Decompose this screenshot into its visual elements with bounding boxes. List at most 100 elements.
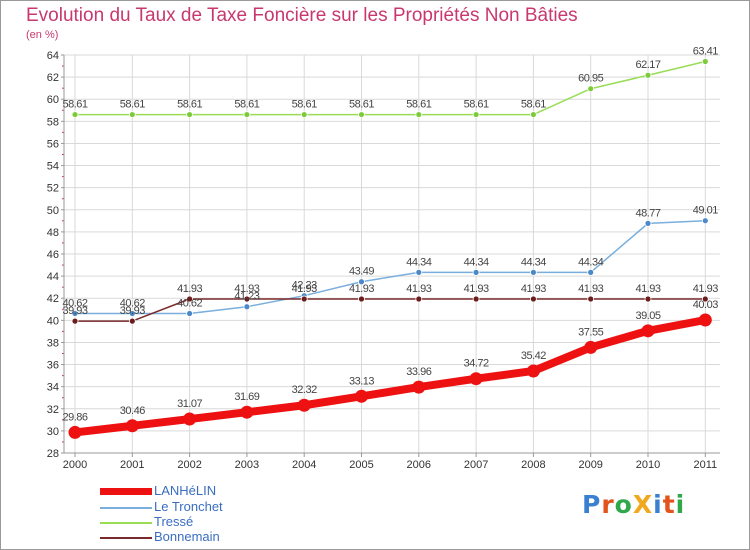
point-tress- bbox=[128, 111, 136, 118]
data-label-bonnemain: 41.93 bbox=[521, 283, 546, 295]
y-tick-label: 54 bbox=[47, 161, 59, 173]
point-bonnemain bbox=[358, 295, 365, 303]
point-tress- bbox=[415, 111, 423, 118]
point-tress- bbox=[472, 111, 480, 118]
y-tick-label: 28 bbox=[47, 448, 59, 460]
y-tick-label: 44 bbox=[47, 271, 59, 283]
point-lanh-lin bbox=[412, 380, 426, 394]
logo-letter: i bbox=[653, 490, 663, 519]
data-label-tress-: 58.61 bbox=[177, 99, 202, 111]
logo-letter: t bbox=[662, 490, 676, 519]
y-tick-label: 52 bbox=[47, 183, 59, 195]
legend-label-le-tronchet: Le Tronchet bbox=[154, 499, 223, 514]
point-bonnemain bbox=[300, 295, 308, 303]
point-tress- bbox=[71, 111, 79, 118]
data-label-lanh-lin: 35.42 bbox=[521, 350, 546, 362]
point-lanh-lin bbox=[641, 324, 655, 338]
y-tick-label: 64 bbox=[47, 50, 59, 62]
point-lanh-lin bbox=[125, 419, 139, 433]
logo-letter: i bbox=[675, 490, 686, 519]
legend-label-lanhelin: LANHéLIN bbox=[154, 483, 217, 498]
x-tick-label: 2000 bbox=[63, 459, 87, 471]
legend-label-tresse: Tressé bbox=[154, 514, 194, 529]
point-le-tronchet bbox=[587, 268, 595, 276]
point-le-tronchet bbox=[530, 268, 537, 276]
data-label-lanh-lin: 40.03 bbox=[693, 299, 718, 311]
data-label-lanh-lin: 34.72 bbox=[464, 358, 489, 370]
data-label-lanh-lin: 31.07 bbox=[177, 398, 202, 410]
point-lanh-lin bbox=[68, 425, 82, 439]
data-label-le-tronchet: 44.34 bbox=[578, 256, 603, 268]
x-tick-label: 2004 bbox=[292, 459, 316, 471]
data-label-bonnemain: 41.93 bbox=[578, 283, 603, 295]
logo-letter: o bbox=[614, 490, 633, 519]
legend-label-bonnemain: Bonnemain bbox=[154, 529, 220, 544]
x-tick-label: 2005 bbox=[349, 459, 373, 471]
x-tick-label: 2009 bbox=[578, 459, 602, 471]
point-le-tronchet bbox=[71, 310, 79, 317]
series-points bbox=[68, 58, 712, 439]
x-tick-label: 2001 bbox=[120, 459, 144, 471]
data-label-le-tronchet: 41.23 bbox=[234, 291, 259, 303]
y-tick-label: 46 bbox=[47, 249, 59, 261]
data-label-lanh-lin: 37.55 bbox=[578, 326, 603, 338]
data-label-bonnemain: 41.93 bbox=[234, 283, 259, 295]
data-label-tress-: 63.41 bbox=[693, 46, 718, 58]
point-lanh-lin bbox=[469, 372, 483, 386]
data-label-lanh-lin: 39.05 bbox=[635, 310, 660, 322]
point-lanh-lin bbox=[240, 405, 254, 419]
point-bonnemain bbox=[128, 317, 136, 325]
point-lanh-lin bbox=[297, 398, 311, 412]
data-label-bonnemain: 41.93 bbox=[693, 283, 718, 295]
point-tress- bbox=[701, 58, 709, 65]
y-tick-label: 56 bbox=[47, 138, 59, 150]
unit-label: (en %) bbox=[26, 29, 59, 41]
data-label-bonnemain: 41.93 bbox=[292, 283, 317, 295]
point-le-tronchet bbox=[243, 303, 251, 311]
point-le-tronchet bbox=[472, 268, 480, 276]
chart-title: Evolution du Taux de Taxe Foncière sur l… bbox=[26, 5, 578, 26]
data-label-tress-: 58.61 bbox=[62, 99, 87, 111]
data-label-bonnemain: 39.93 bbox=[120, 305, 145, 317]
legend-swatch-lanhelin bbox=[100, 488, 152, 495]
y-tick-label: 30 bbox=[47, 426, 59, 438]
x-tick-label: 2002 bbox=[177, 459, 201, 471]
data-label-tress-: 58.61 bbox=[521, 99, 546, 111]
x-tick-label: 2007 bbox=[464, 459, 488, 471]
point-tress- bbox=[644, 71, 652, 79]
data-label-tress-: 58.61 bbox=[464, 99, 489, 111]
y-tick-label: 36 bbox=[47, 360, 59, 372]
data-label-bonnemain: 41.93 bbox=[349, 283, 374, 295]
data-label-le-tronchet: 44.34 bbox=[521, 256, 546, 268]
point-tress- bbox=[358, 111, 365, 118]
data-label-lanh-lin: 33.13 bbox=[349, 375, 374, 387]
point-tress- bbox=[243, 111, 251, 118]
point-bonnemain bbox=[186, 295, 194, 303]
point-tress- bbox=[186, 111, 194, 118]
logo-letter: r bbox=[601, 490, 615, 519]
point-lanh-lin bbox=[183, 412, 197, 426]
point-bonnemain bbox=[530, 295, 537, 303]
series-line-lanh-lin bbox=[71, 316, 710, 437]
data-label-le-tronchet: 43.49 bbox=[349, 266, 374, 278]
point-le-tronchet bbox=[358, 278, 365, 286]
data-label-tress-: 62.17 bbox=[635, 59, 660, 71]
data-label-lanh-lin: 30.46 bbox=[120, 405, 145, 417]
data-label-le-tronchet: 40.62 bbox=[120, 297, 145, 309]
data-label-tress-: 58.61 bbox=[234, 99, 259, 111]
point-le-tronchet bbox=[644, 219, 652, 227]
y-tick-label: 58 bbox=[47, 116, 59, 128]
point-tress- bbox=[587, 85, 595, 93]
point-bonnemain bbox=[472, 295, 480, 303]
y-tick-label: 60 bbox=[47, 94, 59, 106]
point-le-tronchet bbox=[415, 268, 423, 276]
point-lanh-lin bbox=[698, 313, 712, 327]
point-le-tronchet bbox=[701, 217, 709, 225]
point-bonnemain bbox=[243, 295, 251, 303]
point-le-tronchet bbox=[186, 310, 194, 317]
logo-letter: P bbox=[582, 490, 602, 519]
data-label-le-tronchet: 44.34 bbox=[406, 256, 431, 268]
point-tress- bbox=[300, 111, 308, 118]
data-label-tress-: 60.95 bbox=[578, 73, 603, 85]
